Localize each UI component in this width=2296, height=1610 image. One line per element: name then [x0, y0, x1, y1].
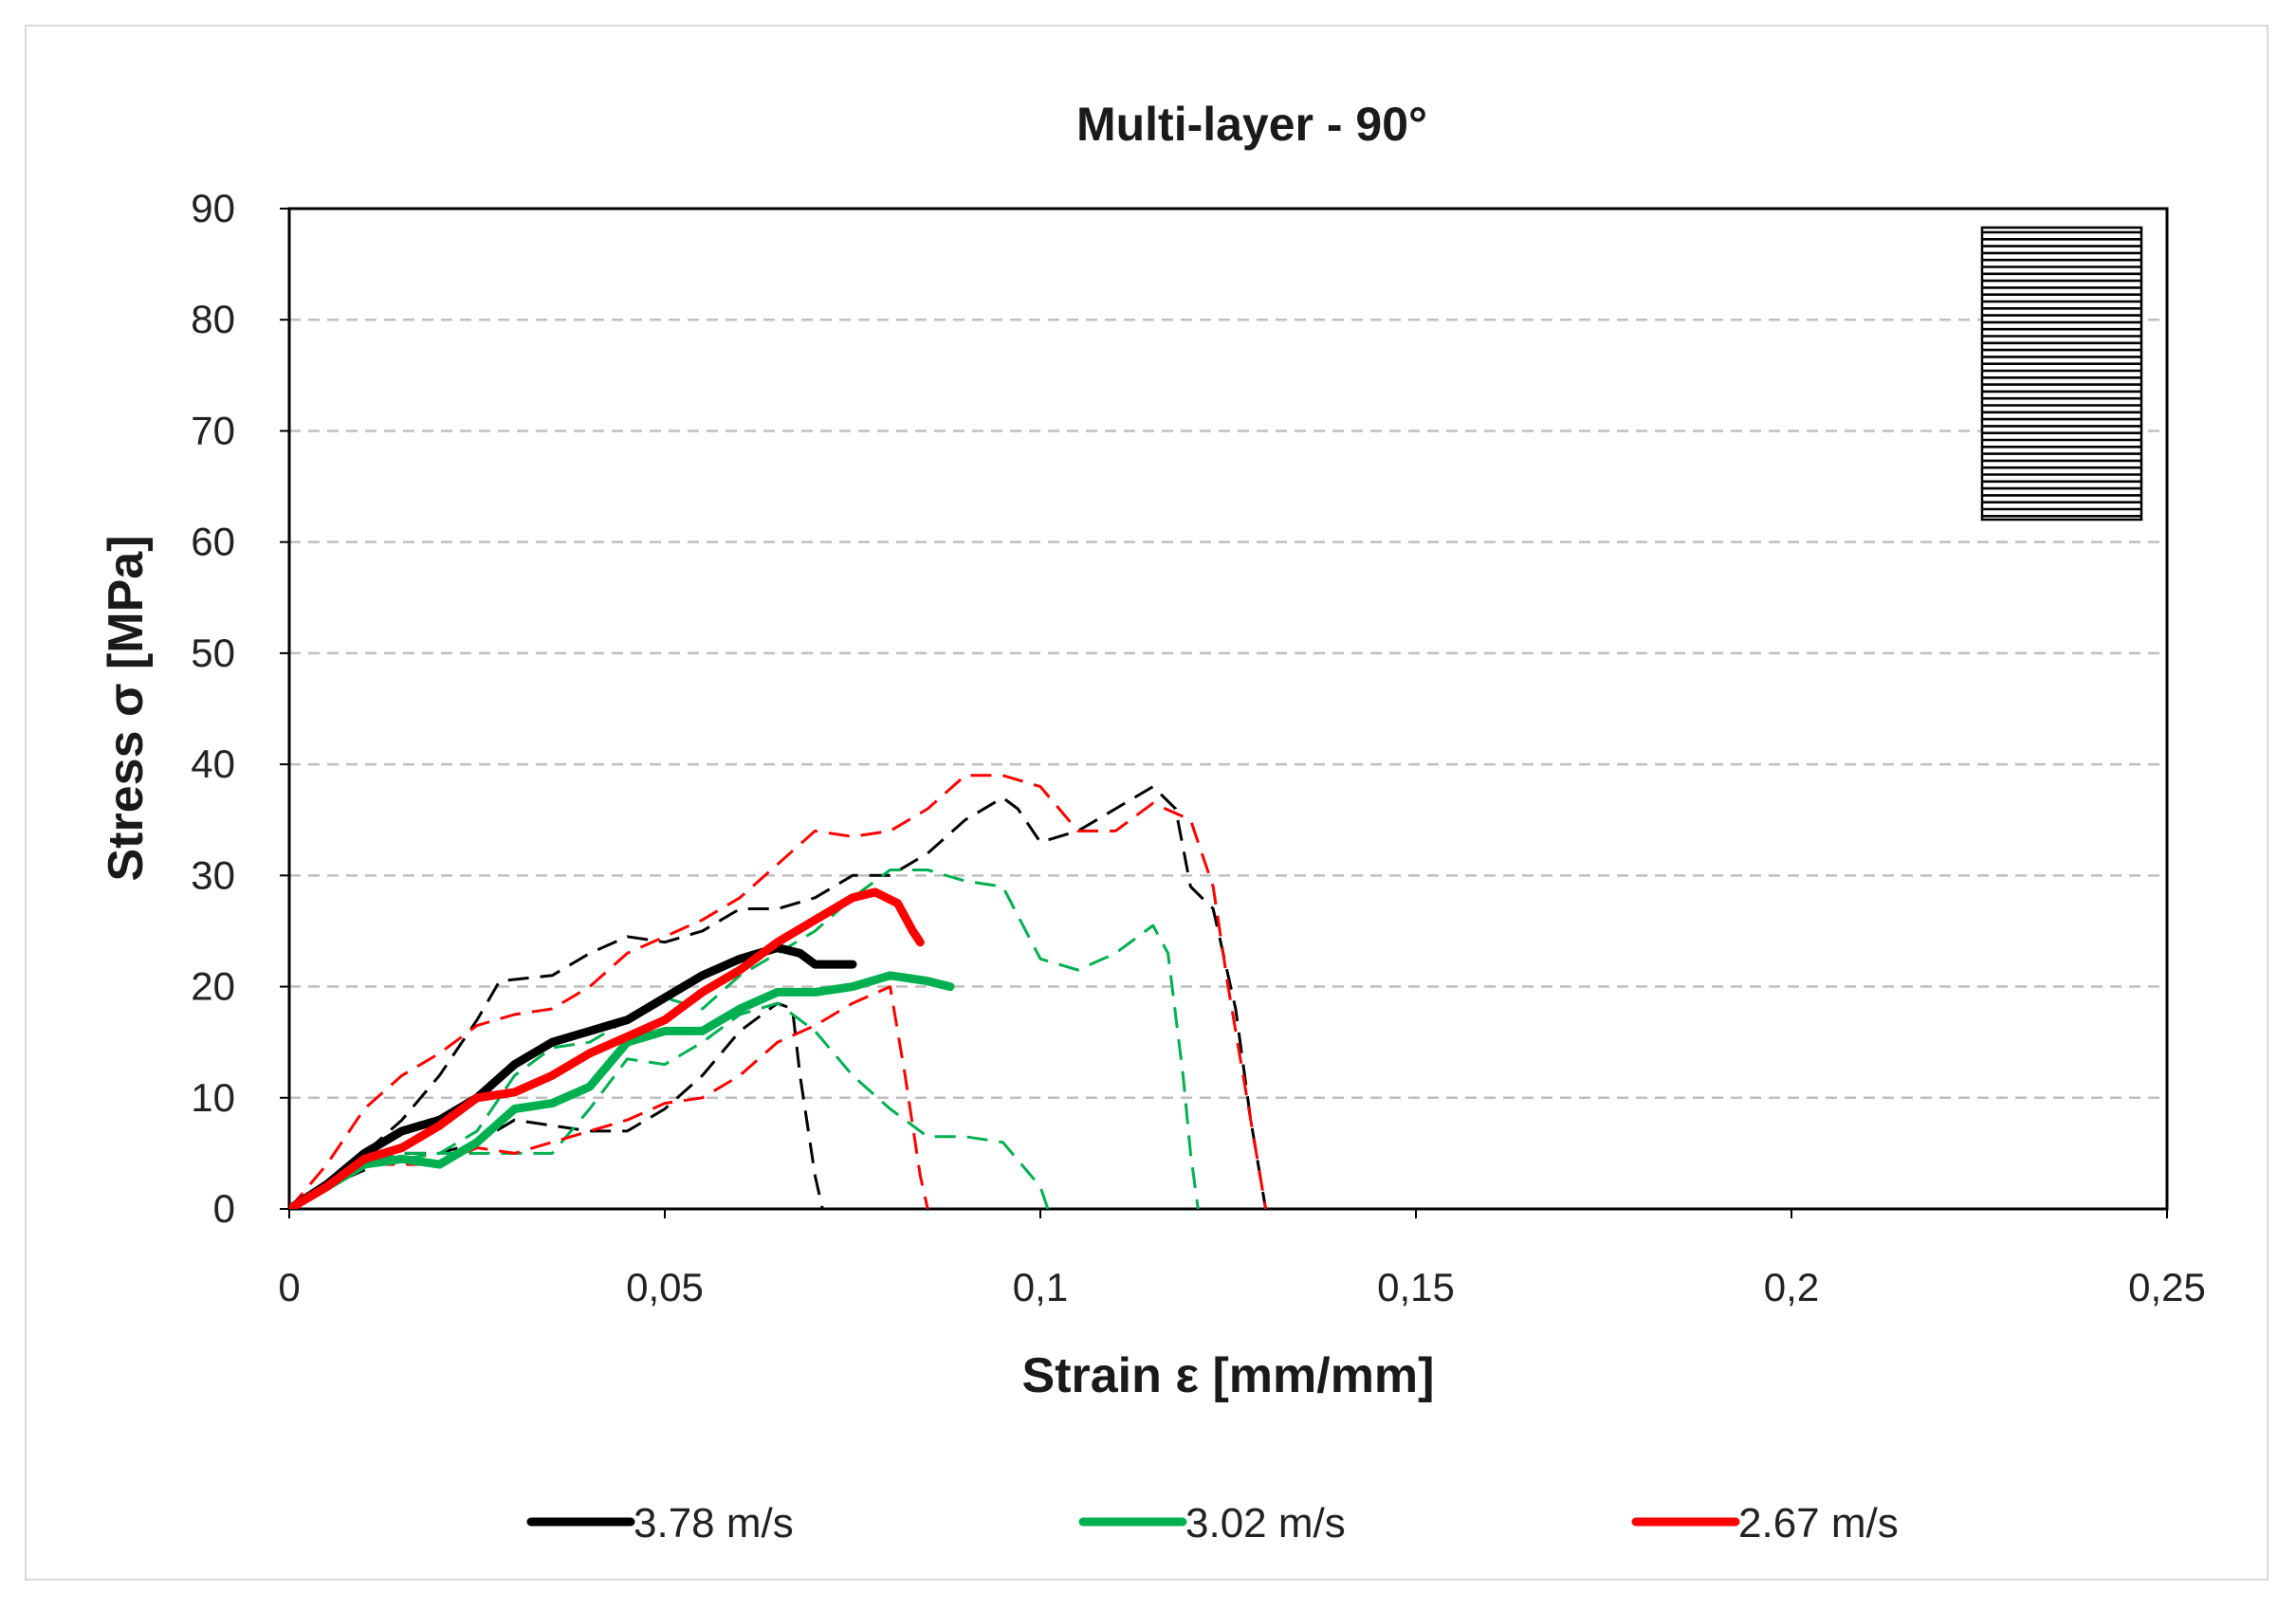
series-line-2-67-m-s-mean	[289, 887, 925, 1209]
series-line-3-78-m-s-run-a	[289, 785, 1268, 1209]
legend-item: 3.02 m/s	[1078, 1500, 1346, 1546]
x-axis-ticks: 0 0,05 0,1 0,15 0,2 0,25	[278, 1209, 2206, 1309]
x-tick-label: 0	[278, 1265, 300, 1309]
series-line-2-67-m-s-run-b	[289, 985, 929, 1209]
x-tick-label: 0,05	[626, 1265, 704, 1309]
series-line-3-02-m-s-run-a	[289, 869, 1200, 1209]
legend: 3.78 m/s 3.02 m/s 2.67 m/s	[526, 1500, 1899, 1546]
y-tick-label: 50	[191, 631, 235, 675]
y-tick-label: 10	[191, 1075, 235, 1120]
fiber-orientation-inset-icon	[1980, 226, 2143, 521]
series-line-3-02-m-s-run-b	[289, 1001, 1050, 1209]
y-tick-label: 80	[191, 297, 235, 341]
y-tick-label: 40	[191, 741, 235, 786]
y-axis-ticks: 0 10 20 30 40 50 60 70 80 90	[191, 186, 289, 1231]
series-line-2-67-m-s-run-a	[289, 774, 1268, 1209]
y-axis-title: Stress σ [MPa]	[99, 535, 154, 881]
legend-label: 3.78 m/s	[634, 1500, 794, 1546]
plot-area	[287, 207, 2169, 1211]
legend-item: 2.67 m/s	[1631, 1500, 1899, 1546]
y-tick-label: 30	[191, 852, 235, 897]
series-line-3-02-m-s-mean	[289, 971, 955, 1209]
chart-frame	[25, 25, 2268, 1581]
y-tick-label: 90	[191, 186, 235, 230]
series-layer	[289, 774, 1268, 1209]
gridlines	[289, 318, 2167, 1100]
y-tick-label: 70	[191, 408, 235, 452]
y-tick-label: 0	[213, 1186, 235, 1231]
series-line-3-78-m-s-run-b	[289, 1001, 824, 1209]
x-axis-title: Strain ε [mm/mm]	[1022, 1348, 1435, 1403]
legend-item: 3.78 m/s	[526, 1500, 794, 1546]
x-tick-label: 0,1	[1013, 1265, 1068, 1309]
series-line-3-78-m-s-mean	[289, 943, 857, 1209]
legend-label: 3.02 m/s	[1185, 1500, 1346, 1546]
inset-frame	[1980, 226, 2143, 521]
chart-title: Multi-layer - 90°	[1076, 98, 1427, 151]
x-tick-label: 0,15	[1377, 1265, 1455, 1309]
legend-label: 2.67 m/s	[1738, 1500, 1899, 1546]
y-tick-label: 60	[191, 520, 235, 564]
x-tick-label: 0,2	[1764, 1265, 1819, 1309]
y-tick-label: 20	[191, 964, 235, 1009]
x-tick-label: 0,25	[2128, 1265, 2206, 1309]
